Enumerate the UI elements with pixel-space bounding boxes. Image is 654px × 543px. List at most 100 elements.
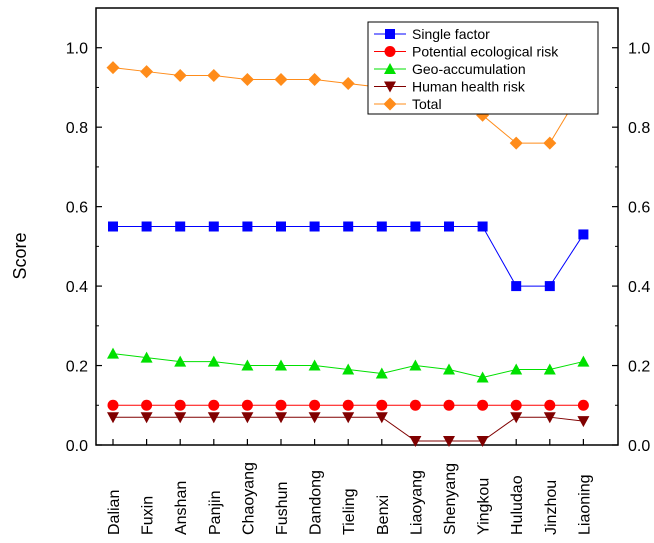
data-point (240, 73, 254, 87)
data-point (276, 221, 286, 232)
data-point (275, 399, 287, 411)
y-tick-label-right: 0.0 (628, 438, 650, 455)
x-tick-label: Liaoyang (408, 470, 425, 535)
legend-item: Human health risk (374, 79, 526, 95)
data-point (384, 46, 396, 57)
data-point (577, 416, 590, 428)
data-point (174, 399, 186, 411)
legend-label: Total (412, 96, 442, 112)
data-point (208, 399, 220, 411)
data-point (108, 221, 118, 232)
data-point (308, 412, 321, 424)
data-point (106, 61, 120, 75)
x-tick-label: Dandong (308, 470, 325, 535)
data-point (477, 399, 489, 411)
data-point (543, 136, 557, 150)
data-point (376, 221, 387, 232)
data-point (384, 81, 396, 93)
data-point (510, 412, 523, 424)
x-tick-label: Chaoyang (240, 462, 257, 535)
legend-label: Single factor (412, 26, 490, 42)
legend: Single factor Potential ecological riskGe… (367, 21, 599, 115)
data-point (343, 221, 354, 232)
x-tick-label: Jinzhou (543, 480, 560, 535)
data-point (107, 412, 119, 424)
series-single-factor (108, 221, 589, 292)
data-point (141, 399, 153, 411)
data-point (173, 69, 187, 83)
data-point (241, 412, 254, 424)
series-geo-accumulation (107, 347, 590, 383)
data-point (241, 359, 254, 371)
legend-label: Geo-accumulation (412, 61, 526, 77)
legend-item: Total (374, 96, 442, 112)
legend-label: Potential ecological risk (412, 44, 559, 60)
data-point (107, 399, 119, 411)
y-tick-label-left: 1.0 (66, 41, 88, 58)
data-point (543, 412, 556, 424)
data-point (544, 281, 555, 292)
data-point (275, 412, 287, 424)
data-point (207, 412, 220, 424)
y-tick-label-left: 0.6 (66, 200, 88, 217)
data-point (577, 399, 589, 411)
data-point (309, 221, 320, 232)
series-line (113, 226, 584, 287)
data-point (208, 221, 219, 232)
y-tick-label-right: 0.2 (628, 359, 650, 376)
x-tick-label: Fuxin (140, 496, 157, 535)
data-point (543, 363, 556, 375)
data-point (141, 221, 152, 232)
data-point (175, 221, 186, 232)
data-point (510, 399, 522, 411)
data-point (409, 359, 422, 371)
data-point (383, 97, 397, 111)
data-point (375, 367, 388, 379)
x-tick-label: Huludao (509, 475, 526, 535)
data-point (510, 363, 523, 375)
data-point (341, 76, 355, 90)
data-point (207, 69, 221, 83)
data-point (444, 221, 454, 232)
y-axis-label: Score (10, 232, 30, 279)
data-point (544, 399, 556, 411)
y-tick-label-left: 0.2 (66, 359, 88, 376)
data-point (385, 29, 395, 39)
data-point (577, 355, 590, 367)
series-human-health-risk (107, 412, 590, 448)
y-tick-label-right: 1.0 (628, 41, 650, 58)
data-point (443, 399, 455, 411)
data-point (308, 359, 321, 371)
data-point (342, 363, 355, 375)
axes: 0.0 0.0 0.2 0.2 0.4 0.4 0.6 0.6 0.8 0.8 1.0 1.0 Dali… (66, 7, 650, 535)
data-point (174, 412, 187, 424)
data-point (578, 229, 589, 240)
data-point (443, 363, 455, 375)
series-potential-ecological-risk (107, 399, 589, 411)
y-tick-label-left: 0.8 (66, 120, 88, 137)
data-point (174, 355, 187, 367)
y-tick-label-right: 0.8 (628, 120, 650, 137)
plot-frame (95, 7, 619, 446)
legend-items: Single factor Potential ecological riskGe… (374, 26, 559, 112)
data-point (275, 359, 287, 371)
x-tick-label: Yingkou (476, 478, 493, 535)
data-point (308, 73, 322, 87)
x-tick-label: Panjin (207, 491, 224, 535)
legend-item: Potential ecological risk (374, 44, 559, 60)
legend-box (367, 21, 599, 115)
x-tick-label: Benxi (375, 495, 392, 535)
data-point (207, 355, 220, 367)
data-point (274, 73, 288, 87)
data-point (476, 436, 489, 448)
x-tick-label: Tieling (341, 488, 358, 535)
x-tick-label: Fushun (274, 482, 291, 535)
data-point (140, 351, 153, 363)
data-point (410, 221, 421, 232)
data-point (140, 412, 153, 424)
data-point (309, 399, 321, 411)
data-point (409, 399, 421, 411)
data-point (241, 399, 253, 411)
legend-item: Geo-accumulation (374, 61, 526, 77)
